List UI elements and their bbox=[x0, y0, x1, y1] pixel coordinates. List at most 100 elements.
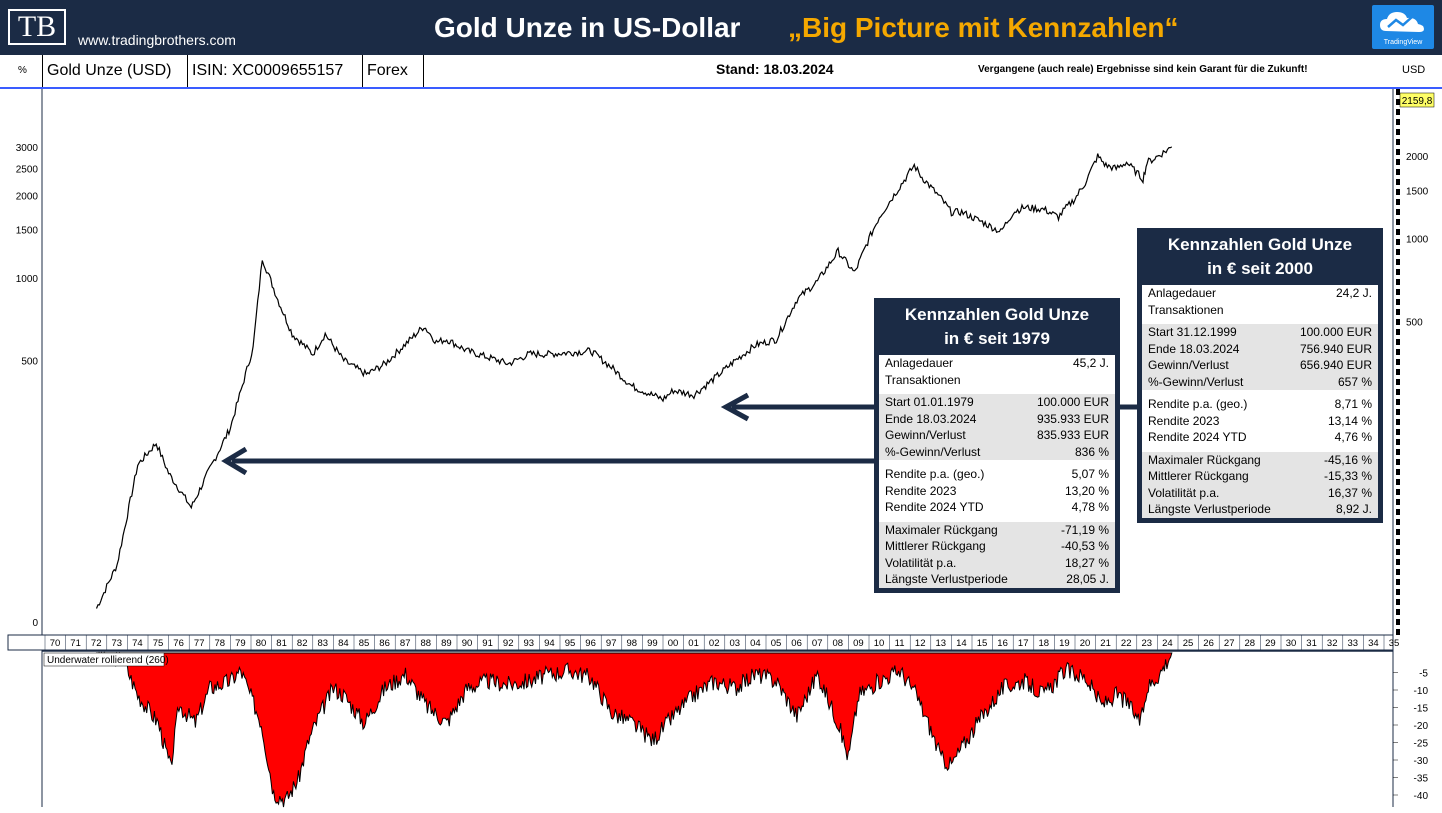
y-tick-label: 2500 bbox=[16, 165, 39, 176]
x-tick-label: 70 bbox=[50, 638, 61, 649]
x-tick-label: 11 bbox=[895, 638, 905, 649]
kennzahl-label: Anlagedauer bbox=[885, 356, 954, 370]
kennzahl-label: Rendite 2024 YTD bbox=[885, 500, 984, 514]
x-tick-label: 27 bbox=[1224, 638, 1235, 649]
kennzahl-value: 656.940 EUR bbox=[1299, 358, 1372, 372]
price-series-line bbox=[95, 146, 1173, 609]
kennzahl-value: 100.000 EUR bbox=[1299, 325, 1372, 339]
kennzahl-label: %-Gewinn/Verlust bbox=[1148, 374, 1244, 389]
y-tick-label-right: 500 bbox=[1406, 317, 1423, 328]
x-tick-label: 30 bbox=[1286, 638, 1297, 649]
x-tick-label: 29 bbox=[1265, 638, 1276, 649]
dd-tick-label: -20 bbox=[1414, 721, 1429, 732]
kennzahl-label: Ende 18.03.2024 bbox=[885, 411, 977, 426]
x-tick-label: 93 bbox=[524, 638, 535, 649]
kennzahl-value: 835.933 EUR bbox=[1036, 428, 1109, 442]
x-tick-label: 84 bbox=[338, 638, 349, 649]
site-url[interactable]: www.tradingbrothers.com bbox=[78, 32, 236, 48]
kennzahl-label: Längste Verlustperiode bbox=[1148, 502, 1271, 516]
kennzahl-value: 5,07 % bbox=[1071, 467, 1109, 481]
kennzahl-row: Start 31.12.1999 100.000 EUR bbox=[1142, 324, 1378, 341]
kennzahl-label: Rendite 2023 bbox=[885, 483, 957, 498]
kennzahl-label: %-Gewinn/Verlust bbox=[885, 444, 981, 459]
kennzahl-value: 836 % bbox=[1074, 444, 1109, 459]
x-tick-label: 77 bbox=[194, 638, 205, 649]
x-tick-label: 90 bbox=[462, 638, 473, 649]
x-tick-label: 85 bbox=[359, 638, 370, 649]
tb-logo: TB bbox=[8, 9, 66, 45]
info-row: % Gold Unze (USD) ISIN: XC0009655157 For… bbox=[0, 55, 1442, 89]
x-tick-label: 92 bbox=[503, 638, 514, 649]
x-tick-label: 08 bbox=[833, 638, 844, 649]
kennzahl-row: Start 01.01.1979 100.000 EUR bbox=[879, 394, 1115, 411]
market: Forex bbox=[363, 55, 424, 87]
x-tick-label: 89 bbox=[441, 638, 452, 649]
kennzahlen-2000-box: Kennzahlen Gold Unze in € seit 2000 Anla… bbox=[1137, 228, 1383, 523]
kennzahl-row: Transaktionen bbox=[1142, 302, 1378, 319]
dd-tick-label: -15 bbox=[1414, 704, 1429, 715]
box2000-title-2: in € seit 2000 bbox=[1207, 259, 1313, 278]
x-tick-label: 23 bbox=[1142, 638, 1153, 649]
kennzahl-row: Rendite 2023 13,14 % bbox=[1142, 413, 1378, 430]
disclaimer: Vergangene (auch reale) Ergebnisse sind … bbox=[978, 64, 1308, 75]
kennzahl-label: Transaktionen bbox=[885, 372, 961, 387]
y-tick-label: 1500 bbox=[16, 226, 39, 237]
tradingview-logo: TradingView bbox=[1372, 5, 1434, 49]
kennzahl-value: 24,2 J. bbox=[1335, 286, 1372, 300]
x-tick-label: 00 bbox=[668, 638, 679, 649]
box2000-table: Anlagedauer 24,2 J. Transaktionen Start 31.… bbox=[1142, 285, 1378, 518]
x-tick-label: 19 bbox=[1059, 638, 1070, 649]
x-tick-label: 87 bbox=[400, 638, 411, 649]
kennzahl-label: Volatilität p.a. bbox=[885, 555, 957, 570]
x-tick-label: 99 bbox=[647, 638, 658, 649]
x-tick-label: 03 bbox=[730, 638, 741, 649]
x-tick-label: 80 bbox=[256, 638, 267, 649]
percent-label: % bbox=[18, 65, 27, 76]
kennzahl-value: 935.933 EUR bbox=[1036, 411, 1109, 426]
kennzahl-row: Volatilität p.a. 18,27 % bbox=[879, 554, 1115, 571]
x-tick-label: 15 bbox=[977, 638, 988, 649]
x-tick-label: 32 bbox=[1327, 638, 1338, 649]
currency-label: USD bbox=[1402, 64, 1426, 76]
kennzahl-label: Mittlerer Rückgang bbox=[1148, 469, 1249, 483]
kennzahl-value: 16,37 % bbox=[1327, 485, 1372, 500]
x-tick-label: 74 bbox=[132, 638, 143, 649]
y-tick-label: 2000 bbox=[16, 191, 39, 202]
stand-date: Stand: 18.03.2024 bbox=[716, 61, 834, 77]
x-tick-label: 21 bbox=[1100, 638, 1111, 649]
last-value-marker bbox=[1399, 92, 1435, 108]
kennzahl-row: Ende 18.03.2024 935.933 EUR bbox=[879, 410, 1115, 427]
kennzahl-value: 13,20 % bbox=[1064, 483, 1109, 498]
kennzahl-value: 28,05 J. bbox=[1066, 572, 1109, 586]
isin: ISIN: XC0009655157 bbox=[188, 55, 363, 87]
kennzahl-value: 756.940 EUR bbox=[1299, 341, 1372, 356]
y-tick-label-right: 2000 bbox=[1406, 152, 1429, 163]
x-tick-label: 06 bbox=[791, 638, 802, 649]
x-tick-label: 81 bbox=[276, 638, 287, 649]
x-tick-label: 82 bbox=[297, 638, 308, 649]
x-tick-label: 09 bbox=[853, 638, 864, 649]
kennzahl-row: Längste Verlustperiode 8,92 J. bbox=[1142, 501, 1378, 518]
chart-area: % Gold Unze (USD) ISIN: XC0009655157 For… bbox=[0, 55, 1442, 813]
kennzahl-row: Rendite p.a. (geo.) 5,07 % bbox=[879, 466, 1115, 483]
dd-tick-label: -40 bbox=[1414, 791, 1429, 802]
last-value-label: 2159,8 bbox=[1402, 96, 1433, 107]
kennzahl-label: Mittlerer Rückgang bbox=[885, 539, 986, 553]
kennzahl-value: -15,33 % bbox=[1323, 469, 1372, 483]
kennzahl-value: 657 % bbox=[1337, 374, 1372, 389]
header: TB www.tradingbrothers.com Gold Unze in … bbox=[0, 0, 1442, 55]
x-tick-label: 86 bbox=[379, 638, 390, 649]
kennzahl-row: Ende 18.03.2024 756.940 EUR bbox=[1142, 340, 1378, 357]
box1979-title-1: Kennzahlen Gold Unze bbox=[904, 305, 1090, 324]
kennzahl-label: Rendite p.a. (geo.) bbox=[1148, 397, 1248, 411]
kennzahl-value: 4,76 % bbox=[1334, 430, 1372, 444]
kennzahl-label: Maximaler Rückgang bbox=[1148, 452, 1261, 467]
kennzahl-value: 8,71 % bbox=[1334, 397, 1372, 411]
kennzahl-label: Rendite 2024 YTD bbox=[1148, 430, 1247, 444]
kennzahl-value: 18,27 % bbox=[1064, 555, 1109, 570]
kennzahl-row: Anlagedauer 45,2 J. bbox=[879, 355, 1115, 372]
kennzahl-row: Transaktionen bbox=[879, 372, 1115, 389]
x-tick-label: 33 bbox=[1348, 638, 1359, 649]
kennzahl-row: Gewinn/Verlust 656.940 EUR bbox=[1142, 357, 1378, 374]
page-subtitle: „Big Picture mit Kennzahlen“ bbox=[788, 12, 1179, 43]
